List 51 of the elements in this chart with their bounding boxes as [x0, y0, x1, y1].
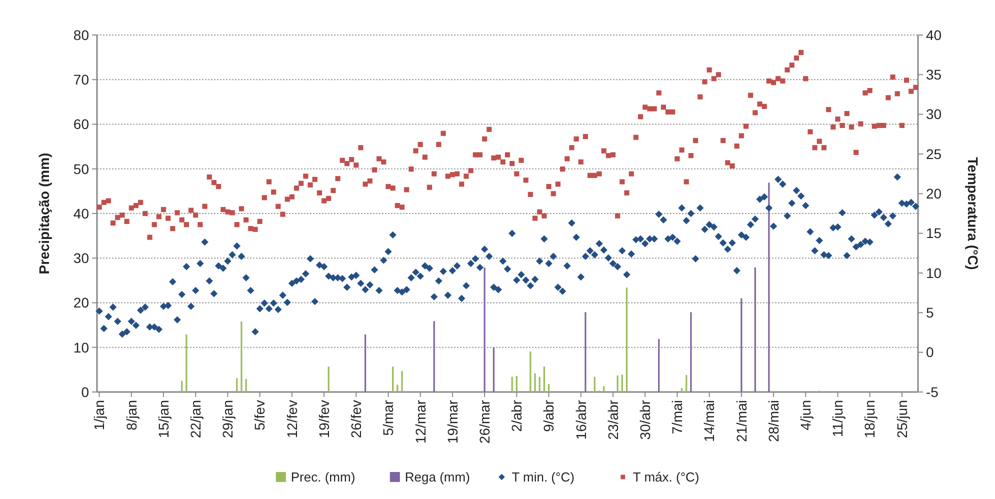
- y2-tick-label: -5: [926, 384, 939, 400]
- x-tick-label: 19/fev: [316, 400, 332, 438]
- x-tick-label: 5/fev: [252, 400, 268, 430]
- y2-tick-label: 35: [926, 66, 942, 83]
- y-tick-label: 40: [73, 205, 90, 222]
- x-tick-label: 26/fev: [348, 400, 364, 438]
- legend-label: Rega (mm): [404, 470, 470, 485]
- x-tick-label: 18/jun: [862, 400, 878, 438]
- y-tick-label: 50: [73, 160, 90, 177]
- x-tick-label: 30/abr: [637, 400, 653, 440]
- y-tick-label: 70: [73, 72, 90, 88]
- y-axis-title: Precipitação (mm): [36, 152, 52, 274]
- x-tick-label: 2/abr: [508, 400, 525, 432]
- x-tick-label: 12/fev: [284, 400, 300, 438]
- x-tick-label: 19/mar: [444, 400, 460, 444]
- y2-tick-label: 15: [926, 225, 942, 242]
- x-tick-label: 25/jun: [894, 400, 910, 438]
- x-tick-label: 12/mar: [412, 400, 428, 444]
- y-tick-label: 60: [73, 116, 90, 132]
- y-tick-label: 30: [73, 250, 90, 266]
- y2-axis-title: Temperatura (°C): [965, 157, 981, 270]
- y2-tick-label: 20: [926, 186, 942, 202]
- x-tick-label: 23/abr: [604, 400, 621, 440]
- legend-label: Prec. (mm): [290, 470, 356, 485]
- y2-tick-label: 40: [926, 26, 942, 43]
- x-tick-label: 22/jan: [188, 400, 204, 438]
- x-tick-label: 9/abr: [540, 400, 557, 432]
- y2-tick-label: 5: [926, 304, 934, 321]
- y-tick-label: 0: [81, 384, 90, 400]
- x-tick-label: 14/mai: [701, 400, 718, 442]
- legend-label: T min. (°C): [512, 470, 574, 485]
- x-tick-label: 4/jun: [798, 400, 814, 430]
- x-tick-label: 1/jan: [91, 400, 108, 430]
- x-tick-label: 8/jan: [123, 400, 140, 430]
- y2-tick-label: 10: [926, 264, 942, 281]
- x-tick-label: 26/mar: [476, 400, 492, 444]
- x-tick-label: 28/mai: [765, 400, 782, 442]
- y-tick-label: 80: [73, 26, 90, 43]
- legend-label: T máx. (°C): [632, 470, 700, 485]
- x-tick-label: 5/mar: [380, 400, 396, 436]
- x-tick-label: 16/abr: [572, 400, 589, 440]
- x-tick-label: 21/mai: [733, 400, 750, 442]
- x-tick-label: 11/jun: [830, 400, 846, 438]
- x-tick-label: 7/mai: [669, 400, 686, 434]
- y-tick-label: 10: [73, 339, 90, 356]
- y2-tick-label: 25: [926, 146, 942, 162]
- y-tick-label: 20: [73, 294, 90, 311]
- y2-tick-label: 30: [926, 106, 942, 122]
- y2-tick-label: 0: [926, 344, 934, 360]
- x-tick-label: 29/jan: [220, 400, 236, 438]
- x-tick-label: 15/jan: [155, 400, 172, 438]
